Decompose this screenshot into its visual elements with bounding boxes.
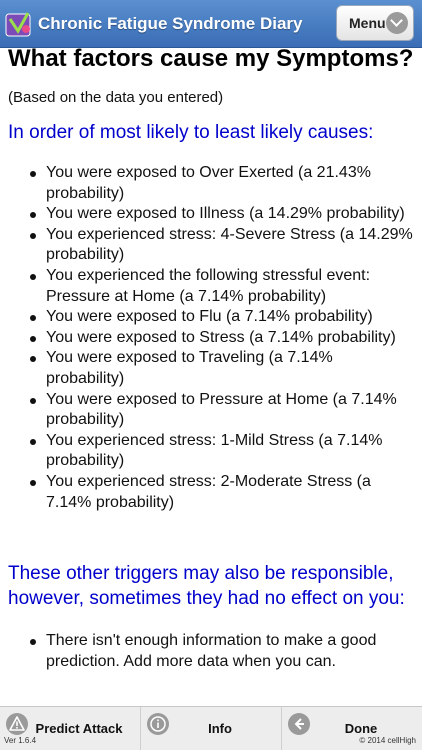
other-triggers-heading: These other triggers may also be respons…	[8, 563, 405, 610]
predict-attack-button[interactable]: Predict Attack	[0, 707, 141, 750]
warning-icon	[6, 713, 28, 735]
info-button[interactable]: Info	[141, 707, 282, 750]
chevron-down-icon	[386, 12, 408, 34]
list-item: There isn't enough information to make a…	[30, 631, 414, 672]
menu-button[interactable]: Menu	[336, 5, 414, 41]
app-logo-icon	[4, 9, 34, 39]
app-title: Chronic Fatigue Syndrome Diary	[38, 13, 303, 33]
list-item: You were exposed to Illness (a 14.29% pr…	[30, 204, 414, 225]
info-label: Info	[208, 721, 232, 736]
list-item: You were exposed to Pressure at Home (a …	[30, 390, 414, 431]
done-label: Done	[344, 721, 378, 736]
copyright-label: © 2014 cellHigh	[359, 736, 416, 745]
done-button[interactable]: Done	[282, 707, 422, 750]
app-header: Chronic Fatigue Syndrome Diary Menu	[0, 0, 422, 48]
version-label: Ver 1.6.4	[4, 736, 37, 745]
list-item: You experienced stress: 1-Mild Stress (a…	[30, 431, 414, 472]
list-item: You experienced stress: 4-Severe Stress …	[30, 225, 414, 266]
arrow-left-icon	[288, 713, 310, 735]
causes-heading: In order of most likely to least likely …	[8, 122, 374, 143]
predict-attack-label: Predict Attack	[35, 721, 123, 736]
report-subtitle: (Based on the data you entered)	[8, 89, 224, 106]
other-triggers-list: There isn't enough information to make a…	[8, 631, 414, 672]
list-item: You were exposed to Stress (a 7.14% prob…	[30, 328, 414, 349]
list-item: You were exposed to Flu (a 7.14% probabi…	[30, 307, 414, 328]
list-item: You were exposed to Over Exerted (a 21.4…	[30, 163, 414, 204]
menu-button-label: Menu	[349, 15, 386, 31]
list-item: You experienced stress: 2-Moderate Stres…	[30, 472, 414, 513]
page-title: What factors cause my Symptoms?	[8, 45, 414, 72]
list-item: You experienced the following stressful …	[30, 266, 414, 307]
report-content[interactable]: What factors cause my Symptoms? (Based o…	[0, 44, 422, 706]
bottom-toolbar: Predict Attack Info Done	[0, 706, 422, 750]
causes-list: You were exposed to Over Exerted (a 21.4…	[8, 163, 414, 513]
info-icon	[147, 713, 169, 735]
list-item: You were exposed to Traveling (a 7.14% p…	[30, 348, 414, 389]
